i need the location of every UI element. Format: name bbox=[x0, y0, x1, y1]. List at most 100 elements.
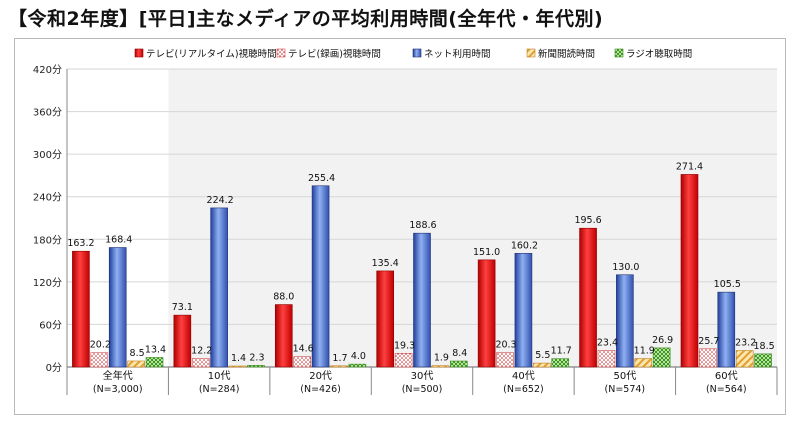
y-tick-label: 0分 bbox=[46, 362, 62, 374]
legend-label: テレビ(録画)視聴時間 bbox=[288, 48, 381, 60]
bar bbox=[717, 291, 736, 368]
bar bbox=[228, 365, 247, 368]
bar-value-label: 105.5 bbox=[714, 279, 741, 290]
plot-shaded-area bbox=[168, 69, 777, 367]
bar bbox=[597, 350, 616, 368]
bar bbox=[127, 360, 145, 368]
bar-value-label: 23.4 bbox=[597, 337, 618, 348]
y-tick-label: 180分 bbox=[33, 234, 62, 246]
bar bbox=[431, 365, 450, 368]
bar bbox=[173, 314, 192, 368]
y-tick-label: 240分 bbox=[33, 192, 62, 204]
y-tick-label: 300分 bbox=[33, 149, 62, 161]
legend-swatch bbox=[276, 48, 286, 58]
y-tick-label: 120分 bbox=[33, 277, 62, 289]
legend-swatch bbox=[614, 48, 624, 58]
bar-value-label: 19.3 bbox=[394, 340, 415, 351]
bar-value-label: 11.7 bbox=[551, 346, 572, 357]
bar-chart: 163.2 20.2 168.4 8.5 13.4 73.1 12.2 224.2 1.4 2.3… bbox=[33, 48, 778, 395]
legend-label: ネット利用時間 bbox=[424, 48, 491, 60]
bar-value-label: 1.4 bbox=[231, 353, 246, 364]
bar bbox=[449, 360, 468, 368]
x-tick-sample-size: (N=284) bbox=[199, 384, 240, 395]
bar bbox=[348, 363, 367, 368]
bar-value-label: 1.9 bbox=[434, 353, 449, 364]
bar bbox=[680, 174, 699, 368]
x-tick-sample-size: (N=574) bbox=[605, 384, 646, 395]
bar bbox=[533, 362, 551, 368]
bar bbox=[477, 259, 496, 368]
bar-value-label: 20.2 bbox=[90, 340, 111, 351]
bar-value-label: 168.4 bbox=[105, 235, 132, 246]
x-tick-sample-size: (N=652) bbox=[503, 384, 544, 395]
y-tick-label: 60分 bbox=[39, 319, 62, 331]
legend-swatch bbox=[526, 48, 536, 58]
bar-value-label: 163.2 bbox=[67, 238, 94, 249]
x-tick-label: 40代 bbox=[512, 370, 535, 382]
bar-value-label: 151.0 bbox=[473, 247, 500, 258]
bar-value-label: 11.9 bbox=[634, 346, 655, 357]
x-tick-label: 20代 bbox=[309, 370, 332, 382]
x-tick-sample-size: (N=564) bbox=[706, 384, 747, 395]
bar-value-label: 18.5 bbox=[754, 341, 775, 352]
bar-value-label: 23.2 bbox=[735, 338, 756, 349]
bar bbox=[330, 365, 348, 368]
bar-value-label: 13.4 bbox=[145, 344, 166, 355]
bar bbox=[394, 353, 413, 368]
bar-value-label: 4.0 bbox=[351, 351, 366, 362]
bar-value-label: 224.2 bbox=[207, 195, 234, 206]
x-tick-sample-size: (N=3,000) bbox=[93, 384, 143, 395]
page-title: 【令和2年度】[平日]主なメディアの平均利用時間(全年代・年代別) bbox=[8, 8, 604, 30]
bar bbox=[311, 185, 330, 368]
bar-value-label: 130.0 bbox=[612, 262, 639, 273]
bar bbox=[413, 232, 431, 368]
x-tick-label: 30代 bbox=[411, 370, 434, 382]
bar bbox=[735, 350, 754, 368]
bar-value-label: 5.5 bbox=[535, 350, 550, 361]
bar bbox=[90, 352, 109, 368]
y-tick-label: 360分 bbox=[33, 107, 62, 119]
bar-value-label: 160.2 bbox=[511, 240, 538, 251]
bar-value-label: 271.4 bbox=[676, 161, 703, 172]
legend-swatch bbox=[134, 48, 144, 58]
chart-panel: 163.2 20.2 168.4 8.5 13.4 73.1 12.2 224.2 1.4 2.3… bbox=[14, 38, 786, 415]
legend-swatch bbox=[412, 48, 422, 58]
bar-value-label: 14.6 bbox=[293, 344, 314, 355]
x-tick-label: 10代 bbox=[208, 370, 231, 382]
bar bbox=[293, 356, 311, 368]
bar-value-label: 195.6 bbox=[574, 215, 601, 226]
bar bbox=[652, 347, 671, 368]
bar bbox=[754, 353, 772, 368]
bar-value-label: 73.1 bbox=[172, 302, 193, 313]
bar-value-label: 8.4 bbox=[452, 348, 467, 359]
bar bbox=[210, 207, 228, 368]
x-tick-sample-size: (N=426) bbox=[300, 384, 341, 395]
bar-value-label: 20.3 bbox=[495, 340, 516, 351]
bar bbox=[699, 348, 717, 368]
bar bbox=[145, 357, 164, 368]
bar bbox=[496, 352, 514, 368]
bar-value-label: 188.6 bbox=[409, 220, 436, 231]
bar bbox=[376, 270, 395, 368]
bar-value-label: 255.4 bbox=[308, 173, 335, 184]
bar-value-label: 12.2 bbox=[191, 345, 212, 356]
bar-value-label: 25.7 bbox=[698, 336, 719, 347]
legend-label: テレビ(リアルタイム)視聴時間 bbox=[146, 48, 277, 60]
bar-value-label: 1.7 bbox=[332, 353, 347, 364]
x-tick-label: 全年代 bbox=[103, 369, 133, 382]
bar-value-label: 2.3 bbox=[249, 352, 264, 363]
bar bbox=[579, 227, 597, 368]
bar-value-label: 135.4 bbox=[372, 258, 399, 269]
bar-value-label: 26.9 bbox=[652, 335, 673, 346]
legend-label: 新聞閲読時間 bbox=[538, 48, 595, 60]
bar bbox=[72, 250, 90, 368]
bar bbox=[616, 274, 634, 368]
y-tick-label: 420分 bbox=[33, 64, 62, 76]
bar bbox=[551, 358, 570, 368]
bar bbox=[247, 365, 265, 368]
bar bbox=[634, 358, 653, 368]
bar-value-label: 88.0 bbox=[273, 292, 294, 303]
x-tick-sample-size: (N=500) bbox=[402, 384, 443, 395]
bar bbox=[274, 304, 293, 368]
x-tick-label: 50代 bbox=[613, 370, 636, 382]
